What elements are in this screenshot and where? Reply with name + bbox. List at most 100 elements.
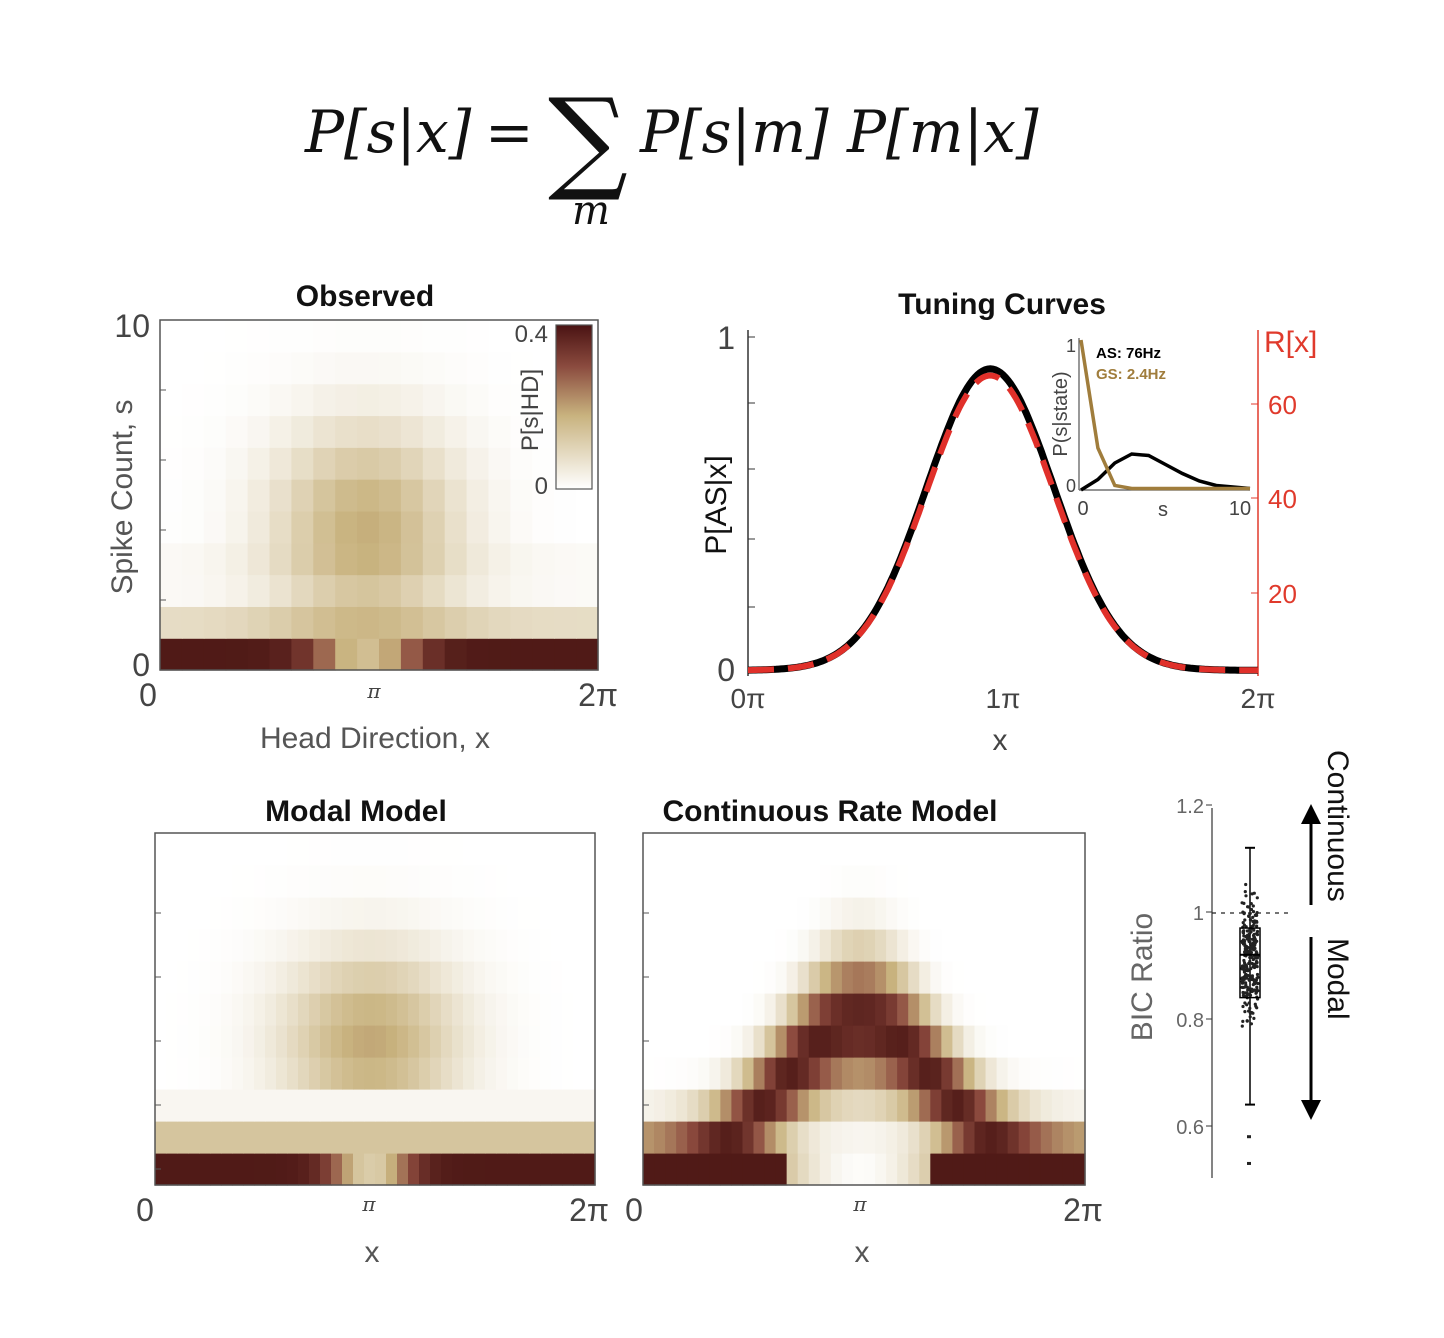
continuous-cell <box>886 993 898 1026</box>
observed-cell <box>510 447 533 480</box>
continuous-cell <box>676 929 688 962</box>
bic-point <box>1249 902 1253 906</box>
observed-cell <box>444 638 468 671</box>
continuous-cell <box>1029 1153 1042 1186</box>
continuous-cell <box>1051 897 1064 930</box>
modal-cell <box>375 1121 387 1154</box>
modal-cell <box>408 961 420 994</box>
continuous-cell <box>952 993 965 1026</box>
continuous-cell <box>1007 1057 1020 1090</box>
continuous-cell <box>676 865 688 898</box>
continuous-cell <box>797 929 810 962</box>
continuous-cell <box>1073 961 1086 994</box>
continuous-cell <box>797 1057 810 1090</box>
continuous-cell <box>963 993 976 1026</box>
observed-cell <box>422 638 446 671</box>
bic-point <box>1248 1006 1252 1010</box>
continuous-cell <box>996 833 1009 866</box>
modal-cell <box>573 1121 585 1154</box>
continuous-cell <box>930 1025 942 1058</box>
continuous-cell <box>819 897 832 930</box>
modal-cell <box>309 1121 321 1154</box>
modal-cell <box>408 865 420 898</box>
modal-cell <box>243 833 255 866</box>
equation-lhs: P[s|x] <box>304 98 472 166</box>
continuous-cell <box>709 929 721 962</box>
continuous-cell <box>698 833 710 866</box>
modal-cell <box>210 833 222 866</box>
modal-cell <box>265 1089 277 1122</box>
observed-cell <box>488 479 511 512</box>
modal-cell <box>232 833 244 866</box>
modal-cell <box>331 993 343 1026</box>
continuous-cell <box>897 961 909 994</box>
modal-cell <box>518 1089 530 1122</box>
continuous-cell <box>720 865 732 898</box>
observed-cell <box>488 415 511 448</box>
continuous-cell <box>974 1121 987 1154</box>
observed-cell <box>203 542 227 576</box>
bic-point <box>1254 950 1258 954</box>
continuous-cell <box>808 1121 821 1154</box>
bic-point <box>1240 1024 1244 1028</box>
continuous-cell <box>1029 993 1042 1026</box>
arrow-down-head <box>1301 1100 1321 1120</box>
modal-cell <box>397 993 409 1026</box>
modal-cell <box>441 1025 453 1058</box>
modal-cell <box>573 1153 585 1186</box>
continuous-cell <box>764 865 777 898</box>
modal-cell <box>298 961 310 994</box>
continuous-cell <box>875 897 887 930</box>
continuous-cell <box>808 993 821 1026</box>
modal-cell <box>419 865 431 898</box>
continuous-cell <box>952 1057 965 1090</box>
observed-cell <box>269 320 292 353</box>
modal-cell <box>166 961 178 994</box>
observed-cell <box>291 510 314 544</box>
continuous-cell <box>930 993 942 1026</box>
bic-point <box>1254 913 1258 917</box>
observed-cell <box>488 542 511 576</box>
modal-cell <box>540 961 552 994</box>
modal-cell <box>342 1089 354 1122</box>
observed-cell <box>313 606 336 639</box>
modal-cell <box>441 865 453 898</box>
continuous-cell <box>654 993 666 1026</box>
observed-cell <box>160 638 183 671</box>
continuous-cell <box>731 865 744 898</box>
modal-cell <box>276 897 288 930</box>
modal-cell <box>232 1057 244 1090</box>
modal-cell <box>331 961 343 994</box>
continuous-cell <box>808 1153 821 1186</box>
continuous-cell <box>897 897 909 930</box>
observed-cell <box>444 574 468 607</box>
continuous-cell <box>830 865 843 898</box>
observed-cell <box>203 574 227 607</box>
continuous-cell <box>1018 1025 1031 1058</box>
bic-point <box>1240 976 1244 980</box>
continuous-cell <box>996 865 1009 898</box>
modal-cell <box>529 1153 541 1186</box>
continuous-cell <box>687 833 699 866</box>
bic-point <box>1242 923 1246 927</box>
observed-cell <box>313 542 336 576</box>
continuous-cell <box>742 1089 755 1122</box>
modal-cell <box>342 897 354 930</box>
modal-cell <box>232 961 244 994</box>
observed-cell <box>335 415 358 448</box>
continuous-cell <box>1073 1057 1086 1090</box>
modal-cell <box>474 1089 486 1122</box>
continuous-cell <box>886 865 898 898</box>
continuous-cell <box>1073 1153 1086 1186</box>
continuous-cell <box>654 929 666 962</box>
observed-cell <box>160 510 183 544</box>
modal-cell <box>485 897 497 930</box>
observed-cell <box>400 351 424 385</box>
continuous-cell <box>963 961 976 994</box>
observed-cell <box>576 606 599 639</box>
continuous-cell <box>841 865 854 898</box>
bic-plot <box>1239 846 1261 1165</box>
continuous-cell <box>974 1089 987 1122</box>
continuous-cell <box>709 897 721 930</box>
continuous-cell <box>941 993 953 1026</box>
